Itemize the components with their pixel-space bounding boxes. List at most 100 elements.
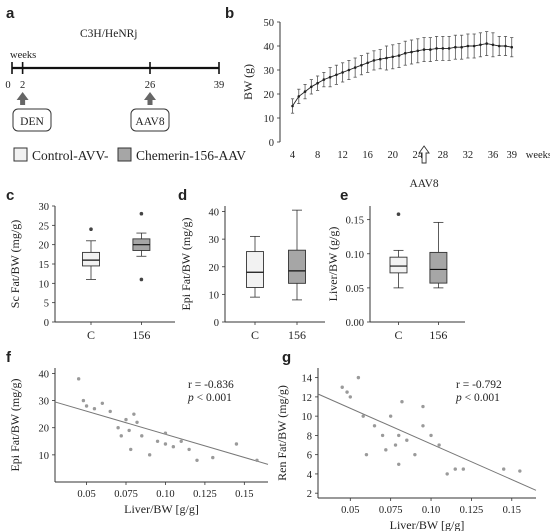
panel-label-a: a [6,5,15,22]
event-box [12,108,52,132]
p-annotation: p < 0.001 [187,392,232,404]
legend-swatch-chemerin [117,147,132,162]
box [246,251,264,288]
timeline-tick-label: 2 [20,80,25,91]
data-point [187,447,191,452]
x-tick-label: 156 [132,328,150,342]
y-tick-label: 10 [209,290,220,301]
data-point [127,428,131,433]
data-point [421,424,425,428]
y-tick-label: 40 [209,208,220,219]
data-point [92,407,97,411]
data-point [372,424,377,428]
x-tick-label: 0.10 [156,489,174,500]
data-point [129,447,133,452]
data-point [234,442,239,446]
panel-label-d: d [178,187,187,204]
timeline-title: C3H/HeNRj [80,28,138,40]
x-tick-label: 0.05 [341,505,359,516]
outlier [139,277,144,282]
data-point [380,433,385,438]
outlier [396,212,401,216]
y-tick-label: 10 [264,114,275,125]
y-tick-label: 25 [39,221,50,232]
data-point [155,439,160,443]
data-point [364,452,369,457]
x-tick-label: C [251,328,259,342]
data-point [400,400,404,404]
data-point [518,469,522,473]
y-tick-label: 5 [44,299,49,310]
y-tick-label: 20 [39,241,50,252]
y-axis-label: Epi Fat/BW (mg/g) [8,378,22,471]
legend: Control-AVV- Chemerin-156-AAV [13,147,246,163]
p-annotation: p < 0.001 [455,392,500,404]
y-tick-label: 0 [44,318,49,329]
data-point [84,404,89,408]
box [288,249,306,284]
timeline-tick-label: 26 [145,80,156,91]
y-tick-label: 10 [302,412,313,423]
data-point [171,445,176,449]
y-tick-label: 6 [307,451,312,462]
y-tick-label: 15 [39,260,50,271]
legend-label-control: Control-AVV- [32,148,109,163]
regression-line [54,401,269,465]
x-tick-label: 12 [337,150,348,161]
data-point [388,414,393,418]
data-point [453,467,457,471]
x-tick-label: 16 [362,150,373,161]
data-point [119,434,123,438]
y-tick-label: 40 [264,42,275,53]
event-arrow [144,92,156,105]
x-tick-label: 32 [463,150,474,161]
data-point [361,414,365,418]
x-tick-label: 0.125 [193,489,217,500]
data-point [81,398,86,403]
y-axis-label: Sc Fat/BW (mg/g) [8,220,22,308]
x-tick-label: 0.15 [235,489,253,500]
y-tick-label: 14 [302,374,313,385]
event-box [130,108,170,132]
y-tick-label: 0 [269,138,274,149]
y-tick-label: 30 [39,397,50,408]
box-plot-d: 0 10 20 30 40 Epi Fat/BW (mg/g) C 156 [179,206,325,342]
data-point [116,426,120,430]
regression-line [317,393,537,491]
outlier [89,227,93,231]
event-arrow [16,92,29,105]
y-tick-label: 30 [264,66,275,77]
y-tick-label: 20 [264,90,275,101]
y-tick-label: 8 [307,431,312,442]
data-point [461,467,466,471]
bw-line-chart: 0 10 20 30 40 50 4 8 12 16 20 24 28 32 36 39 weeks BW (g)… [241,18,550,190]
x-tick-label: 0.10 [422,505,440,516]
data-point [124,417,128,422]
data-point [437,443,441,447]
y-tick-label: 10 [39,279,50,290]
data-point [384,448,388,452]
data-point [195,458,199,462]
data-point [163,442,168,446]
data-point [393,443,398,447]
y-axis-label: Epi Fat/BW (mg/g) [179,217,193,310]
series-line [292,43,512,107]
data-point [510,45,514,49]
y-tick-label: 30 [209,235,220,246]
aav8-arrow [418,145,430,164]
box [429,251,448,284]
x-tick-label: 28 [438,150,449,161]
data-point [211,455,215,460]
data-point [76,377,81,381]
x-tick-label: 156 [429,328,447,342]
y-tick-label: 10 [39,451,50,462]
data-point [397,433,401,438]
y-tick-label: 20 [39,424,50,435]
data-point [445,472,449,476]
data-point [429,433,433,438]
y-tick-label: 30 [39,202,50,213]
data-point [108,409,112,414]
y-tick-label: 50 [264,18,275,29]
scatter-plot-f: 10 20 30 40 0.05 0.075 0.10 0.125 0.15 Liver/BW [… [8,368,269,516]
x-tick-label: 20 [387,150,398,161]
